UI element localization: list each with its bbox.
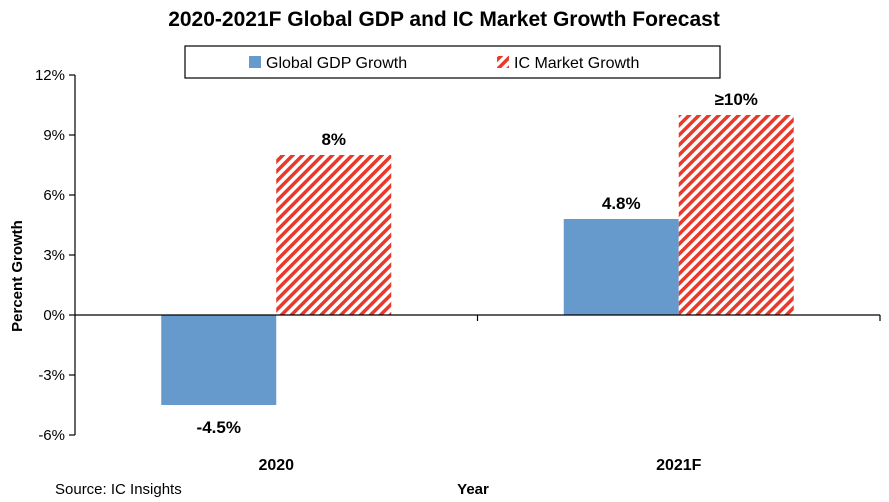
source-note: Source: IC Insights <box>55 481 182 498</box>
legend-label-gdp: Global GDP Growth <box>266 55 407 72</box>
legend-swatch-gdp <box>249 56 261 68</box>
bar-ic-market-growth-2020 <box>276 155 392 315</box>
data-label: 8% <box>321 130 346 149</box>
category-labels: 2020 2021F <box>258 315 881 474</box>
bar-global-gdp-growth-2020 <box>161 315 277 405</box>
y-tick-label: 6% <box>43 187 65 204</box>
y-tick-label: -6% <box>38 427 65 444</box>
chart-title: 2020-2021F Global GDP and IC Market Grow… <box>168 8 720 31</box>
bar-ic-market-growth-2021f <box>678 115 794 315</box>
y-tick-label: 3% <box>43 247 65 264</box>
y-tick-label: 0% <box>43 307 65 324</box>
bar-global-gdp-growth-2021f <box>563 219 679 315</box>
y-axis-ticks: -6% -3% 0% 3% 6% 9% 12% <box>35 67 75 444</box>
legend-box <box>184 45 721 79</box>
category-label: 2020 <box>258 457 294 474</box>
bars <box>161 115 794 405</box>
legend: Global GDP Growth IC Market Growth <box>184 45 721 79</box>
y-tick-label: 12% <box>35 67 65 84</box>
legend-swatch-ic <box>497 56 509 68</box>
data-labels: -4.5% 8% 4.8% ≥10% <box>197 90 758 437</box>
x-axis-title: Year <box>457 481 489 498</box>
data-label: ≥10% <box>715 90 758 109</box>
legend-label-ic: IC Market Growth <box>514 55 639 72</box>
data-label: 4.8% <box>602 194 641 213</box>
y-tick-label: 9% <box>43 127 65 144</box>
data-label: -4.5% <box>197 418 241 437</box>
y-axis-title: Percent Growth <box>9 220 26 332</box>
y-tick-label: -3% <box>38 367 65 384</box>
category-label: 2021F <box>656 457 702 474</box>
